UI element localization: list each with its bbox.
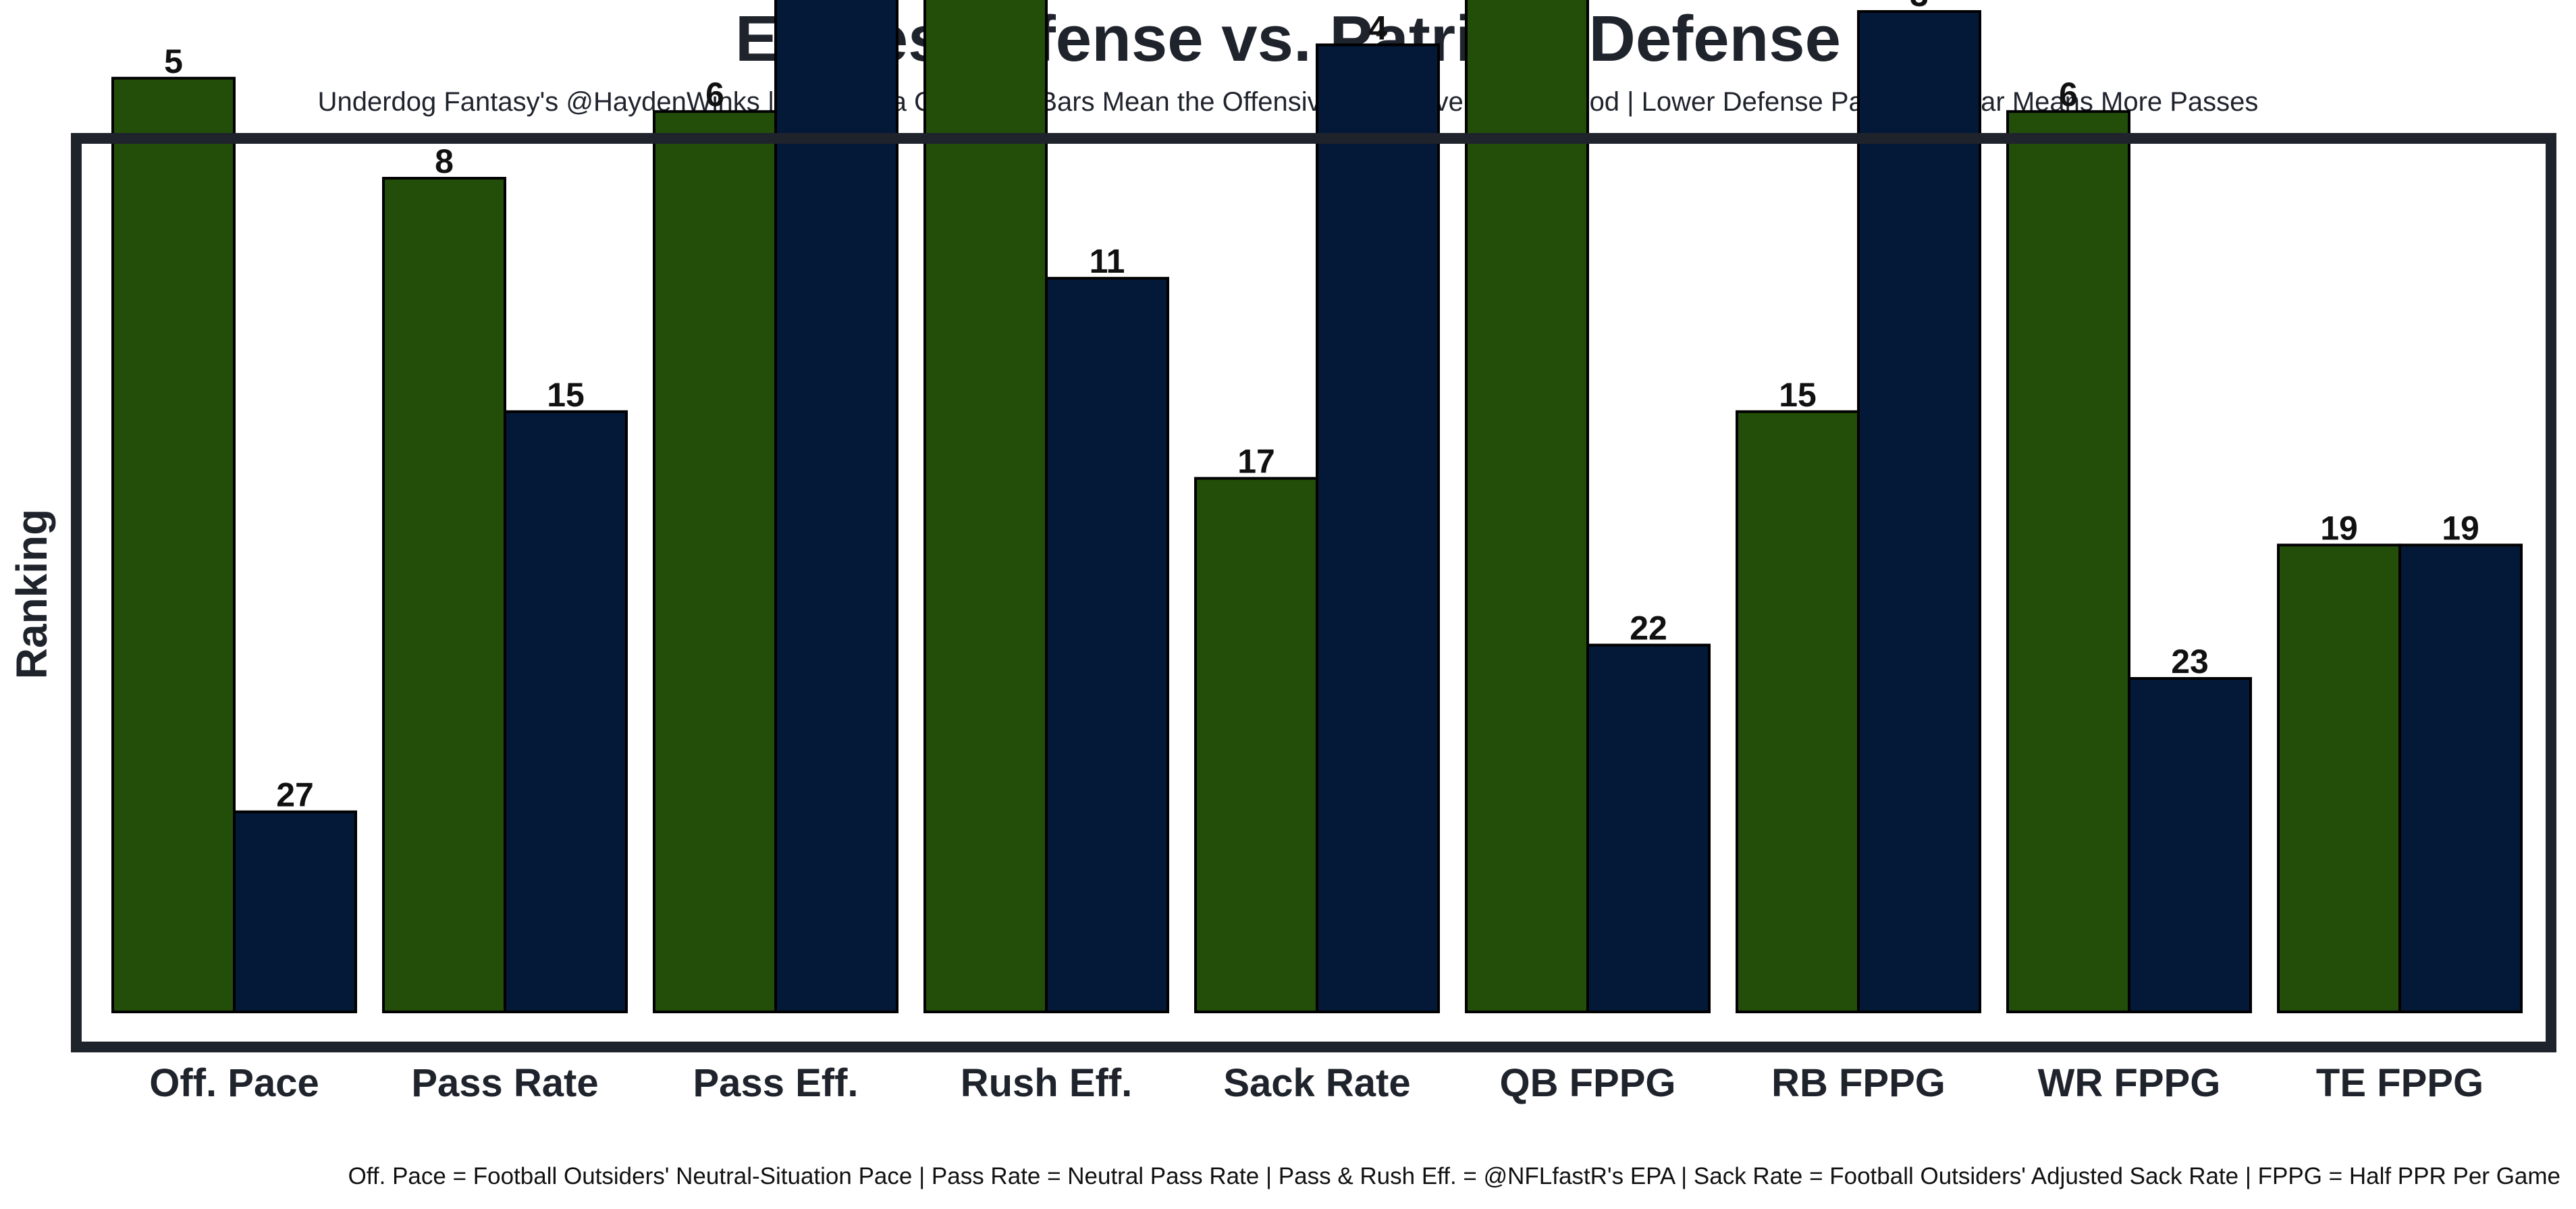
bar-sack-rate-offense — [1194, 477, 1318, 1013]
bar-pass-eff-offense — [653, 110, 777, 1014]
data-label-pass-eff-offense: 6 — [705, 76, 724, 113]
x-tick-label-pass-eff: Pass Eff. — [693, 1061, 859, 1105]
bar-te-fppg-defense — [2398, 543, 2523, 1013]
data-label-wr-fppg-defense: 23 — [2171, 643, 2209, 680]
data-label-sack-rate-defense: 4 — [1368, 9, 1387, 47]
data-label-pass-rate-defense: 15 — [547, 376, 585, 414]
data-label-rush-eff-defense: 11 — [1090, 242, 1125, 280]
x-tick-label-rush-eff: Rush Eff. — [961, 1061, 1133, 1105]
data-label-rb-fppg-offense: 15 — [1779, 376, 1817, 414]
bar-rb-fppg-offense — [1736, 410, 1860, 1013]
bar-rush-eff-defense — [1045, 277, 1169, 1014]
bar-off-pace-offense — [111, 76, 236, 1013]
bar-wr-fppg-defense — [2128, 677, 2252, 1013]
bar-qb-fppg-defense — [1586, 643, 1711, 1013]
bar-pass-rate-defense — [504, 410, 628, 1013]
bar-rush-eff-offense — [923, 0, 1048, 1014]
chart-title: Eagles Offense vs. Patriots Defense — [735, 3, 1841, 75]
data-label-pass-rate-offense: 8 — [435, 142, 454, 180]
bar-off-pace-defense — [233, 810, 357, 1013]
x-tick-label-off-pace: Off. Pace — [149, 1061, 319, 1105]
data-label-wr-fppg-offense: 6 — [2059, 76, 2078, 113]
data-label-sack-rate-offense: 17 — [1237, 443, 1275, 481]
bar-sack-rate-defense — [1316, 43, 1440, 1013]
x-tick-label-sack-rate: Sack Rate — [1223, 1061, 1410, 1105]
bar-pass-eff-defense — [774, 0, 898, 1014]
data-label-rb-fppg-defense: 3 — [1910, 0, 1929, 14]
x-tick-label-qb-fppg: QB FPPG — [1499, 1061, 1675, 1105]
bar-pass-rate-offense — [382, 177, 506, 1013]
x-tick-label-pass-rate: Pass Rate — [411, 1061, 598, 1105]
data-label-qb-fppg-defense: 22 — [1630, 610, 1667, 647]
x-tick-label-te-fppg: TE FPPG — [2316, 1061, 2484, 1105]
x-tick-label-wr-fppg: WR FPPG — [2038, 1061, 2221, 1105]
bar-qb-fppg-offense — [1465, 0, 1589, 1014]
chart-footnote: Off. Pace = Football Outsiders' Neutral-… — [348, 1163, 2560, 1189]
data-label-off-pace-defense: 27 — [276, 776, 314, 814]
plot-frame — [71, 133, 2556, 1052]
data-label-te-fppg-offense: 19 — [2320, 509, 2358, 547]
x-tick-label-rb-fppg: RB FPPG — [1771, 1061, 1946, 1105]
bar-te-fppg-offense — [2277, 543, 2401, 1013]
bar-rb-fppg-defense — [1857, 10, 1981, 1013]
bar-wr-fppg-offense — [2006, 110, 2130, 1014]
data-label-te-fppg-defense: 19 — [2442, 509, 2479, 547]
data-label-off-pace-offense: 5 — [164, 43, 183, 80]
